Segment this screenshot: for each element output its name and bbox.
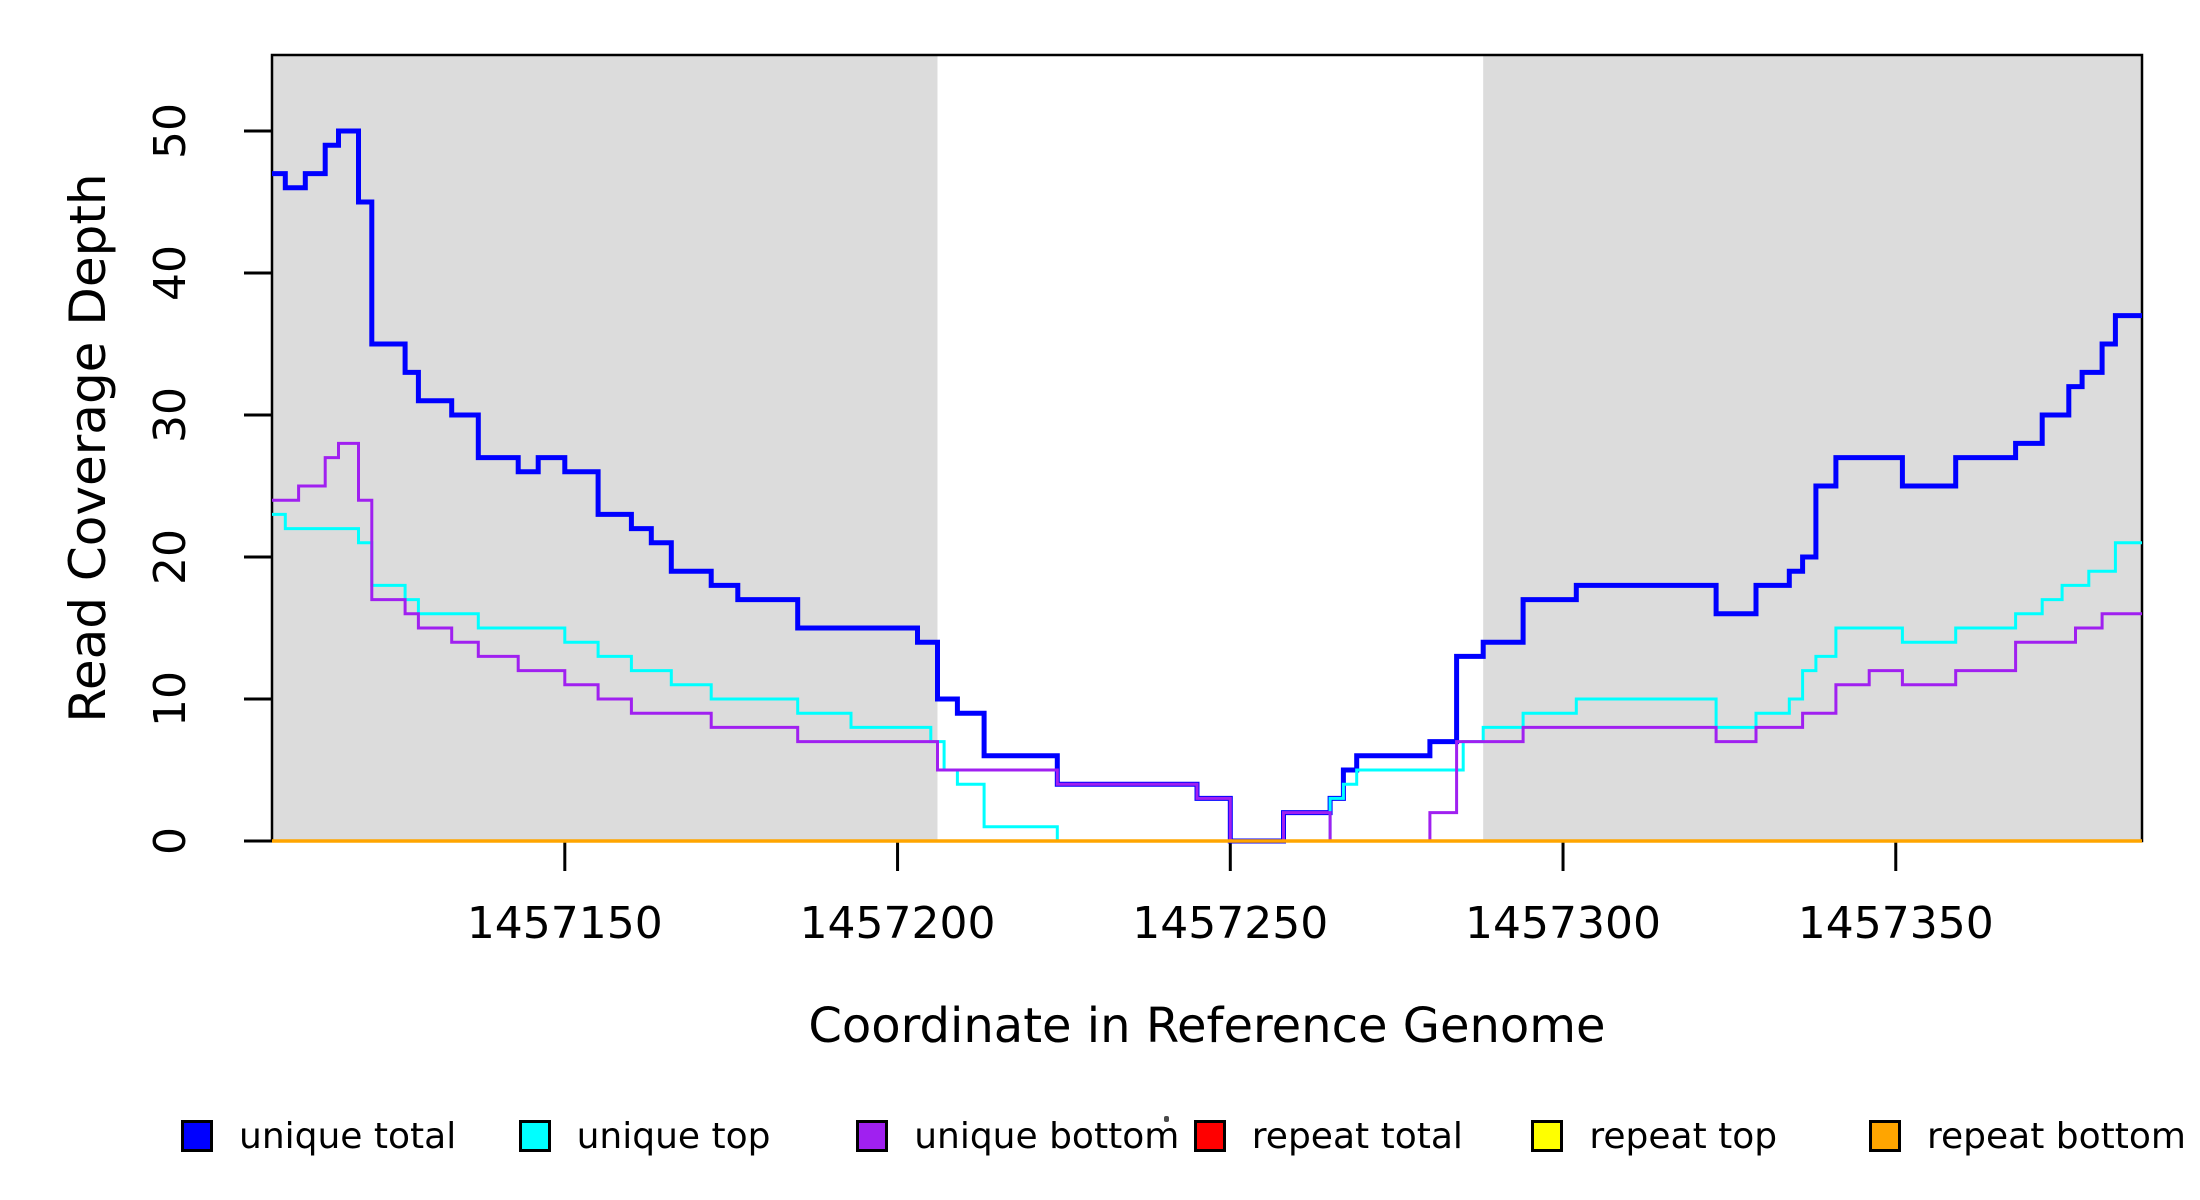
legend-label: unique top	[576, 1115, 771, 1157]
x-tick-label: 1457300	[1465, 898, 1661, 949]
y-tick-label: 0	[145, 827, 196, 855]
y-tick-label: 10	[145, 671, 196, 727]
y-tick-label: 40	[145, 245, 196, 301]
y-tick-label: 20	[145, 529, 196, 585]
repeat-top-swatch	[1531, 1120, 1564, 1152]
legend-item-repeat-bottom: repeat bottom	[1869, 1112, 2186, 1160]
masked-region	[1483, 55, 2142, 841]
y-tick-label: 50	[145, 103, 196, 159]
legend-label: unique total	[239, 1115, 457, 1157]
unique-total-swatch	[181, 1120, 213, 1152]
x-axis-title: Coordinate in Reference Genome	[808, 998, 1606, 1054]
series-unique-bottom	[272, 441, 2142, 843]
repeat-total-swatch	[1193, 1120, 1226, 1152]
stray-mark	[1164, 1116, 1169, 1122]
x-tick-label: 1457150	[467, 898, 663, 949]
legend-item-repeat-top: repeat top	[1531, 1112, 1777, 1160]
x-tick-label: 1457350	[1798, 898, 1994, 949]
legend: unique total unique top unique bottom repea…	[0, 1112, 2200, 1172]
legend-label: unique bottom	[914, 1115, 1180, 1157]
legend-item-unique-bottom: unique bottom	[856, 1112, 1179, 1160]
series-unique-top	[272, 512, 2142, 843]
unique-top-swatch	[518, 1120, 551, 1152]
x-tick-label: 1457200	[800, 898, 996, 949]
legend-item-unique-top: unique top	[518, 1112, 771, 1160]
legend-label: repeat top	[1589, 1115, 1778, 1157]
legend-item-unique-total: unique total	[181, 1112, 456, 1160]
legend-item-repeat-total: repeat total	[1193, 1112, 1463, 1160]
x-tick-label: 1457250	[1132, 898, 1328, 949]
legend-label: repeat total	[1251, 1115, 1463, 1157]
unique-bottom-swatch	[856, 1120, 889, 1152]
masked-region	[272, 55, 938, 841]
legend-label: repeat bottom	[1927, 1115, 2186, 1157]
y-tick-label: 30	[145, 387, 196, 443]
y-axis-title: Read Coverage Depth	[59, 173, 117, 723]
repeat-bottom-swatch	[1869, 1120, 1901, 1152]
